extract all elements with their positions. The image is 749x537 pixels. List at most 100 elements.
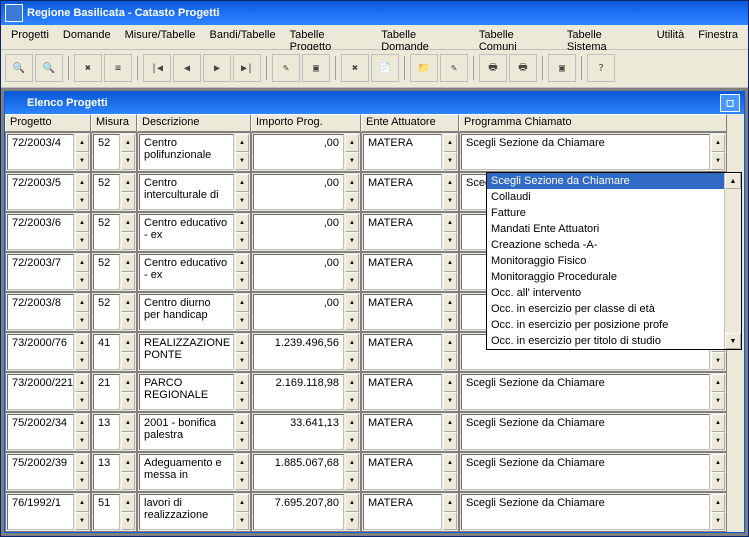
spin-down-icon[interactable]: ▼ (235, 232, 249, 250)
spin-up-icon[interactable]: ▲ (711, 134, 725, 152)
cell-progetto-value[interactable]: 73/2000/76 (7, 334, 74, 370)
menu-tabelle-domande[interactable]: Tabelle Domande (375, 27, 471, 47)
cell-ente-spinner[interactable]: ▲▼ (443, 134, 457, 170)
toolbar-button-11[interactable]: 📄 (371, 54, 399, 82)
spin-down-icon[interactable]: ▼ (121, 512, 135, 530)
cell-progetto[interactable]: 73/2000/76▲▼ (5, 332, 91, 372)
spin-up-icon[interactable]: ▲ (345, 414, 359, 432)
cell-ente-value[interactable]: MATERA (363, 294, 442, 330)
cell-descrizione[interactable]: Adeguamento e messa in▲▼ (137, 452, 251, 492)
cell-importo-spinner[interactable]: ▲▼ (345, 214, 359, 250)
cell-progetto-spinner[interactable]: ▲▼ (75, 374, 89, 410)
cell-importo[interactable]: 2.169.118,98▲▼ (251, 372, 361, 412)
maximize-button[interactable]: ◻ (720, 94, 740, 112)
dropdown-option[interactable]: Occ. in esercizio per classe di età (487, 301, 741, 317)
cell-ente-value[interactable]: MATERA (363, 454, 442, 490)
cell-misura-spinner[interactable]: ▲▼ (121, 214, 135, 250)
cell-misura[interactable]: 51▲▼ (91, 492, 137, 532)
spin-up-icon[interactable]: ▲ (75, 374, 89, 392)
dropdown-option[interactable]: Mandati Ente Attuatori (487, 221, 741, 237)
spin-up-icon[interactable]: ▲ (235, 374, 249, 392)
cell-programma-value[interactable]: Scegli Sezione da Chiamare (461, 494, 710, 530)
cell-importo-spinner[interactable]: ▲▼ (345, 294, 359, 330)
spin-down-icon[interactable]: ▼ (443, 192, 457, 210)
cell-ente[interactable]: MATERA▲▼ (361, 172, 459, 212)
spin-down-icon[interactable]: ▼ (443, 512, 457, 530)
spin-down-icon[interactable]: ▼ (121, 432, 135, 450)
toolbar-button-13[interactable]: ✎ (440, 54, 468, 82)
cell-misura[interactable]: 52▲▼ (91, 172, 137, 212)
cell-descrizione-spinner[interactable]: ▲▼ (235, 414, 249, 450)
dropdown-option[interactable]: Occ. in esercizio per titolo di studio (487, 333, 741, 349)
menu-tabelle-sistema[interactable]: Tabelle Sistema (561, 27, 649, 47)
cell-misura-spinner[interactable]: ▲▼ (121, 294, 135, 330)
cell-ente-value[interactable]: MATERA (363, 374, 442, 410)
spin-up-icon[interactable]: ▲ (121, 414, 135, 432)
cell-descrizione-spinner[interactable]: ▲▼ (235, 454, 249, 490)
spin-down-icon[interactable]: ▼ (443, 472, 457, 490)
dropdown-option[interactable]: Monitoraggio Fisico (487, 253, 741, 269)
cell-misura-value[interactable]: 52 (93, 294, 120, 330)
spin-up-icon[interactable]: ▲ (235, 134, 249, 152)
spin-up-icon[interactable]: ▲ (443, 214, 457, 232)
cell-programma[interactable]: Scegli Sezione da Chiamare▲▼ (459, 452, 727, 492)
cell-descrizione[interactable]: lavori di realizzazione▲▼ (137, 492, 251, 532)
spin-up-icon[interactable]: ▲ (443, 174, 457, 192)
spin-down-icon[interactable]: ▼ (235, 472, 249, 490)
spin-up-icon[interactable]: ▲ (711, 414, 725, 432)
spin-down-icon[interactable]: ▼ (75, 472, 89, 490)
spin-down-icon[interactable]: ▼ (75, 232, 89, 250)
scroll-down-button[interactable]: ▼ (725, 333, 741, 349)
cell-ente-spinner[interactable]: ▲▼ (443, 494, 457, 530)
cell-descrizione[interactable]: Centro diurno per handicap▲▼ (137, 292, 251, 332)
cell-descrizione-value[interactable]: PARCO REGIONALE (139, 374, 234, 410)
cell-descrizione-spinner[interactable]: ▲▼ (235, 134, 249, 170)
cell-importo-value[interactable]: ,00 (253, 294, 344, 330)
spin-up-icon[interactable]: ▲ (121, 214, 135, 232)
dropdown-option[interactable]: Occ. all' intervento (487, 285, 741, 301)
spin-down-icon[interactable]: ▼ (345, 472, 359, 490)
cell-progetto-spinner[interactable]: ▲▼ (75, 414, 89, 450)
column-header-misura[interactable]: Misura (91, 114, 137, 132)
spin-up-icon[interactable]: ▲ (443, 134, 457, 152)
cell-importo-value[interactable]: ,00 (253, 254, 344, 290)
cell-progetto-value[interactable]: 73/2000/221 (7, 374, 74, 410)
cell-ente-value[interactable]: MATERA (363, 414, 442, 450)
cell-progetto-spinner[interactable]: ▲▼ (75, 294, 89, 330)
toolbar-button-17[interactable]: ? (587, 54, 615, 82)
spin-down-icon[interactable]: ▼ (345, 512, 359, 530)
cell-ente-spinner[interactable]: ▲▼ (443, 374, 457, 410)
cell-programma-value[interactable]: Scegli Sezione da Chiamare (461, 454, 710, 490)
cell-ente-value[interactable]: MATERA (363, 494, 442, 530)
spin-down-icon[interactable]: ▼ (235, 392, 249, 410)
toolbar-button-10[interactable]: ✖ (341, 54, 369, 82)
spin-up-icon[interactable]: ▲ (75, 334, 89, 352)
cell-programma-value[interactable]: Scegli Sezione da Chiamare (461, 374, 710, 410)
cell-progetto[interactable]: 75/2002/39▲▼ (5, 452, 91, 492)
cell-importo-value[interactable]: ,00 (253, 214, 344, 250)
spin-down-icon[interactable]: ▼ (121, 472, 135, 490)
cell-descrizione-spinner[interactable]: ▲▼ (235, 294, 249, 330)
cell-misura-spinner[interactable]: ▲▼ (121, 494, 135, 530)
cell-misura[interactable]: 41▲▼ (91, 332, 137, 372)
spin-up-icon[interactable]: ▲ (345, 134, 359, 152)
spin-down-icon[interactable]: ▼ (75, 192, 89, 210)
cell-importo-value[interactable]: 7.695.207,80 (253, 494, 344, 530)
cell-importo[interactable]: 1.239.496,56▲▼ (251, 332, 361, 372)
spin-down-icon[interactable]: ▼ (711, 392, 725, 410)
spin-down-icon[interactable]: ▼ (75, 352, 89, 370)
cell-misura-value[interactable]: 52 (93, 214, 120, 250)
cell-misura-value[interactable]: 52 (93, 134, 120, 170)
cell-descrizione[interactable]: Centro educativo - ex▲▼ (137, 212, 251, 252)
cell-ente-spinner[interactable]: ▲▼ (443, 254, 457, 290)
cell-descrizione-spinner[interactable]: ▲▼ (235, 214, 249, 250)
cell-importo-spinner[interactable]: ▲▼ (345, 374, 359, 410)
cell-misura[interactable]: 52▲▼ (91, 132, 137, 172)
cell-importo[interactable]: ,00▲▼ (251, 212, 361, 252)
spin-down-icon[interactable]: ▼ (711, 152, 725, 170)
cell-ente-value[interactable]: MATERA (363, 174, 442, 210)
spin-up-icon[interactable]: ▲ (75, 294, 89, 312)
menu-misure-tabelle[interactable]: Misure/Tabelle (119, 27, 202, 47)
spin-up-icon[interactable]: ▲ (345, 334, 359, 352)
spin-down-icon[interactable]: ▼ (443, 272, 457, 290)
